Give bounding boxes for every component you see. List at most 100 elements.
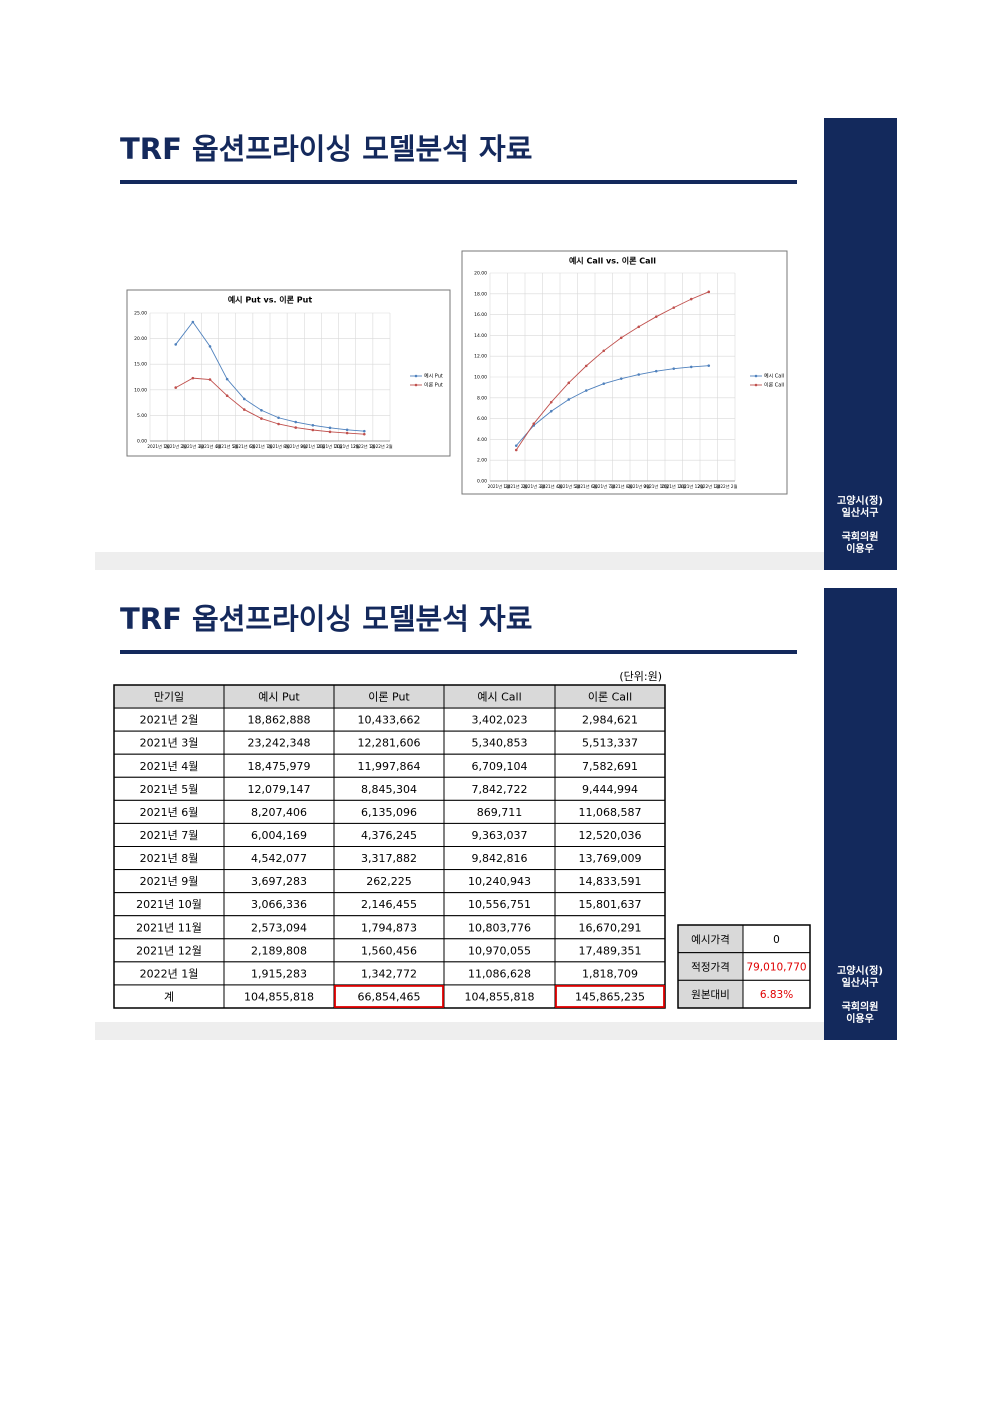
x-tick-label: 2021년 8월 xyxy=(267,443,290,450)
sidebar-text: 일산서구 xyxy=(842,976,879,989)
series-marker xyxy=(584,364,588,368)
sidebar-text: 이용우 xyxy=(846,542,874,555)
table-cell-text: 7,582,691 xyxy=(582,760,638,773)
series-marker xyxy=(345,431,349,435)
legend-label: 예시 Put xyxy=(424,373,443,380)
x-tick-label: 2021년 11월 xyxy=(317,443,342,450)
table-cell-text: 1,818,709 xyxy=(582,967,638,980)
table-cell-text: 2021년 11월 xyxy=(136,921,202,934)
x-tick-label: 2021년 12월 xyxy=(679,483,704,490)
y-tick-label: 18.00 xyxy=(474,291,487,297)
table-cell-text: 7,842,722 xyxy=(472,783,528,796)
series-marker xyxy=(602,349,606,353)
table-cell-text: 2021년 5월 xyxy=(140,783,199,796)
table-cell-text: 6,135,096 xyxy=(361,806,417,819)
sidebar-text: 일산서구 xyxy=(842,506,879,519)
table-cell-text: 2021년 6월 xyxy=(140,806,199,819)
table-cell-text: 2021년 10월 xyxy=(136,898,202,911)
series-marker xyxy=(208,378,212,381)
sidebar-text: 이용우 xyxy=(846,1012,874,1025)
x-tick-label: 2021년 6월 xyxy=(575,483,598,490)
series-marker xyxy=(191,376,195,380)
y-tick-label: 15.00 xyxy=(134,362,147,368)
table-total: 계 xyxy=(164,990,174,1003)
table-cell-text: 2021년 8월 xyxy=(140,852,199,865)
summary-label: 적정가격 xyxy=(691,961,730,974)
series-marker xyxy=(672,367,676,370)
table-cell-text: 17,489,351 xyxy=(579,944,642,957)
x-tick-label: 2021년 6월 xyxy=(233,443,256,450)
series-marker xyxy=(311,423,315,427)
table-cell-text: 13,769,009 xyxy=(579,852,642,865)
series-marker xyxy=(225,394,229,397)
y-tick-label: 20.00 xyxy=(134,336,147,342)
series-line xyxy=(515,291,709,451)
table-outline xyxy=(113,684,666,1009)
table-cell-text: 2021년 7월 xyxy=(140,829,199,842)
series-marker xyxy=(707,364,711,367)
highlight-box xyxy=(555,985,665,1008)
legend-marker xyxy=(754,383,758,387)
series-marker xyxy=(532,422,536,425)
legend-marker xyxy=(754,374,758,378)
sidebar xyxy=(824,118,897,570)
table-cell-text: 2,189,808 xyxy=(251,944,307,957)
table-cell-text: 3,317,882 xyxy=(361,852,417,865)
table-cell-text: 6,004,169 xyxy=(251,829,307,842)
legend-marker xyxy=(414,383,418,387)
table-cell-text: 10,803,776 xyxy=(468,921,531,934)
table-cell-text: 18,475,979 xyxy=(248,760,311,773)
y-tick-label: 10.00 xyxy=(474,375,487,381)
x-tick-label: 2021년 8월 xyxy=(610,483,633,490)
series-marker xyxy=(277,422,280,426)
table-cell-text: 2021년 4월 xyxy=(140,760,199,773)
table-cell-text: 1,915,283 xyxy=(251,967,307,980)
table-cell-text: 9,842,816 xyxy=(472,852,528,865)
table-header: 예시 Call xyxy=(477,691,521,704)
table-total: 66,854,465 xyxy=(358,990,421,1003)
series-marker xyxy=(689,297,693,301)
series-line xyxy=(175,321,365,432)
x-tick-label: 2021년 5월 xyxy=(216,443,239,450)
series-marker xyxy=(242,408,246,411)
series-marker xyxy=(294,420,298,424)
title-rule xyxy=(120,180,797,184)
table-total: 145,865,235 xyxy=(575,990,645,1003)
series-marker xyxy=(689,365,693,369)
series-marker xyxy=(567,381,571,385)
table-cell-text: 262,225 xyxy=(366,875,412,888)
table-cell-text: 11,086,628 xyxy=(468,967,531,980)
legend-label: 예시 Call xyxy=(764,373,784,380)
table-cell-text: 5,513,337 xyxy=(582,737,638,750)
table-cell-text: 11,997,864 xyxy=(358,760,421,773)
table-total: 104,855,818 xyxy=(244,990,314,1003)
y-tick-label: 14.00 xyxy=(474,333,487,339)
series-marker xyxy=(514,448,518,452)
series-marker xyxy=(619,336,623,340)
table-cell-text: 2021년 9월 xyxy=(140,875,199,888)
series-marker xyxy=(637,325,641,329)
series-marker xyxy=(277,416,280,420)
x-tick-label: 2021년 10월 xyxy=(644,483,669,490)
title-rule xyxy=(120,650,797,654)
table-cell-text: 2021년 12월 xyxy=(136,944,202,957)
series-marker xyxy=(191,320,195,324)
table-cell-text: 2,984,621 xyxy=(582,714,638,727)
y-tick-label: 2.00 xyxy=(477,458,487,464)
x-tick-label: 2021년 1월 xyxy=(147,443,170,450)
table-cell-text: 6,709,104 xyxy=(472,760,528,773)
table-cell-text: 12,281,606 xyxy=(358,737,421,750)
table-header: 이론 Call xyxy=(588,691,632,704)
series-marker xyxy=(654,369,658,373)
series-marker xyxy=(654,315,658,318)
table-cell-text: 3,402,023 xyxy=(472,714,528,727)
table-cell-text: 2022년 1월 xyxy=(140,967,199,980)
legend-label: 이론 Call xyxy=(764,382,784,389)
series-marker xyxy=(362,432,366,436)
y-tick-label: 12.00 xyxy=(474,354,487,360)
series-marker xyxy=(619,377,623,380)
footer-strip xyxy=(95,552,824,570)
slide-title: TRF 옵션프라이싱 모델분석 자료 xyxy=(120,132,532,166)
y-tick-label: 4.00 xyxy=(477,437,487,443)
table-cell-text: 2021년 3월 xyxy=(140,737,199,750)
